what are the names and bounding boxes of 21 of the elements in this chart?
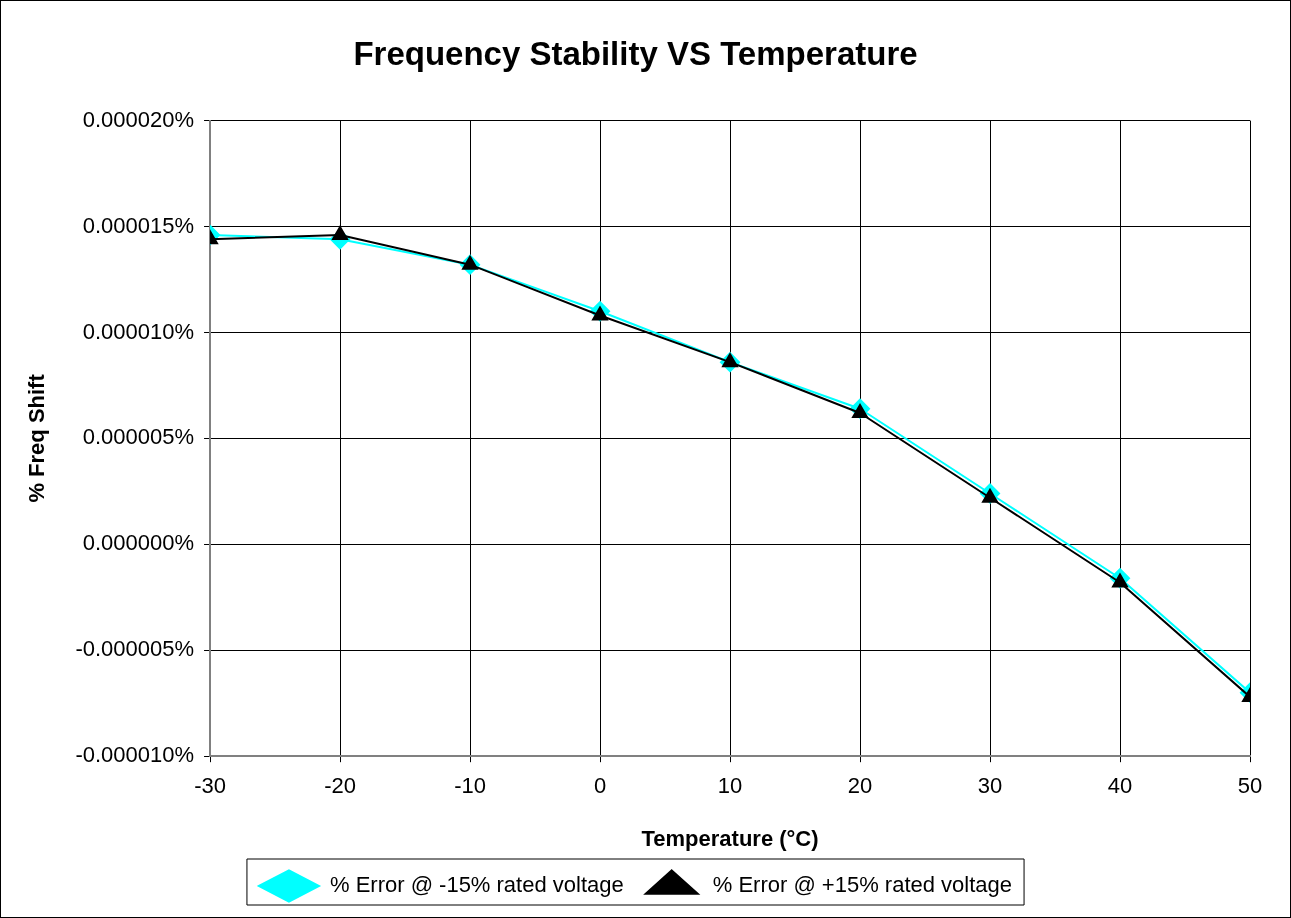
legend-label: % Error @ -15% rated voltage — [329, 872, 624, 898]
x-tick-label: 50 — [1237, 773, 1263, 799]
x-tick-label: -30 — [194, 773, 226, 799]
y-tick-label: -0.000010% — [75, 742, 195, 768]
x-tick-label: 40 — [1107, 773, 1133, 799]
x-tick-label: -20 — [324, 773, 356, 799]
y-tick-label: -0.000005% — [75, 636, 195, 662]
chart-title: Frequency Stability VS Temperature — [353, 34, 918, 72]
y-tick-label: 0.000005% — [82, 424, 195, 450]
x-tick-label: 30 — [977, 773, 1003, 799]
y-tick-label: 0.000010% — [82, 318, 195, 344]
x-axis-title: Temperature (°C) — [641, 825, 819, 851]
y-tick-label: 0.000015% — [82, 212, 195, 238]
y-tick-label: 0.000000% — [82, 530, 195, 556]
y-tick-label: 0.000020% — [82, 106, 195, 132]
legend-label: % Error @ +15% rated voltage — [712, 872, 1013, 898]
x-tick-label: 0 — [593, 773, 607, 799]
x-tick-label: 10 — [717, 773, 743, 799]
x-tick-label: 20 — [847, 773, 873, 799]
y-axis-title: % Freq Shift — [24, 373, 50, 503]
x-tick-label: -10 — [454, 773, 486, 799]
